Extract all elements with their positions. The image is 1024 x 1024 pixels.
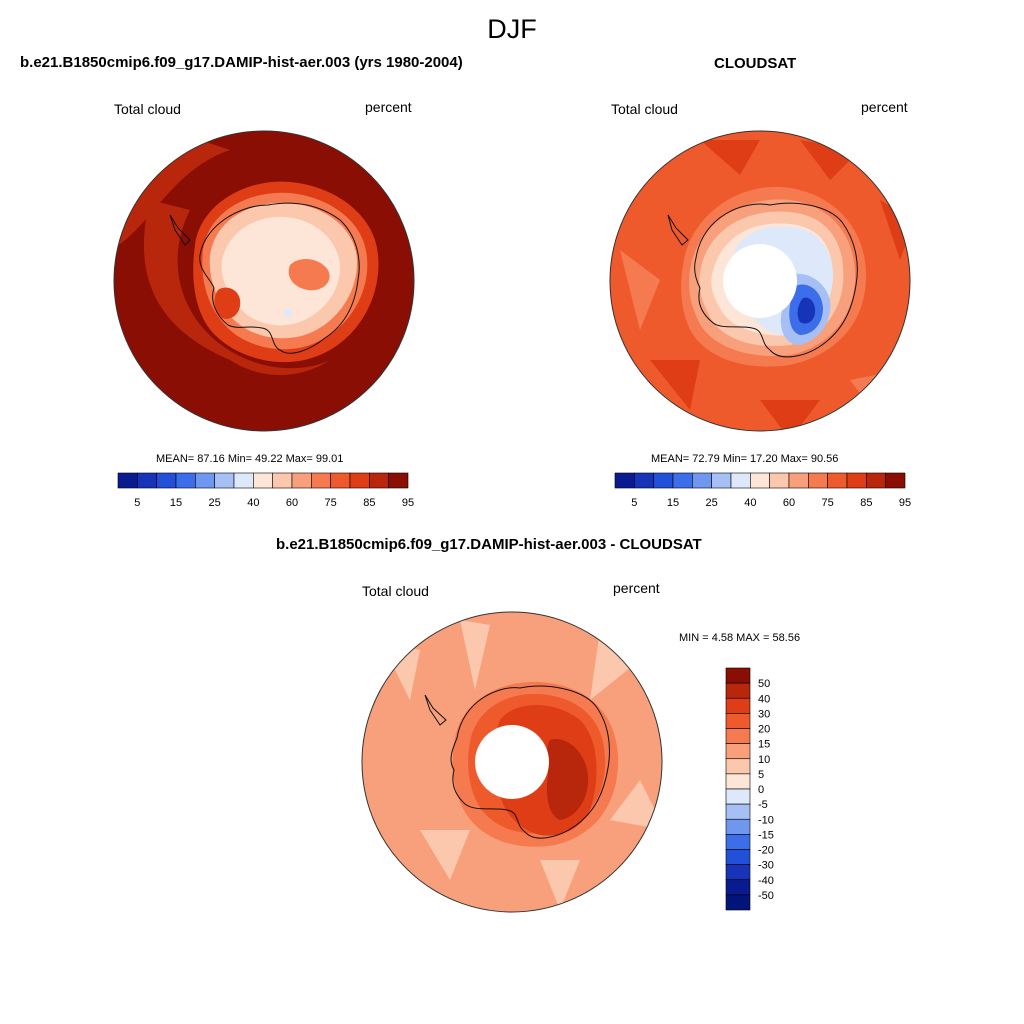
obs-colorbar-tick-label: 15 (667, 497, 679, 509)
model-colorbar-swatch (291, 472, 312, 489)
model-colorbar-tick-label: 95 (402, 497, 414, 509)
model-colorbar-swatch (117, 472, 138, 489)
diff-colorbar-swatch (725, 864, 751, 881)
model-colorbar-swatch (214, 472, 235, 489)
model-colorbar-swatch (330, 472, 351, 489)
obs-colorbar-swatch (827, 472, 848, 489)
model-polar-map (113, 130, 415, 432)
obs-colorbar-swatch (672, 472, 693, 489)
obs-panel-title: CLOUDSAT (714, 55, 797, 72)
diff-colorbar-swatch (725, 667, 751, 684)
model-colorbar-swatch (388, 472, 409, 489)
obs-colorbar-tick-label: 25 (706, 497, 718, 509)
diff-colorbar-swatch (725, 834, 751, 850)
diff-colorbar-swatch (725, 713, 751, 729)
model-colorbar-swatch (349, 472, 370, 489)
diff-colorbar-swatch (725, 728, 751, 744)
model-stats: MEAN= 87.16 Min= 49.22 Max= 99.01 (156, 453, 344, 465)
model-colorbar-tick-label: 85 (363, 497, 375, 509)
model-colorbar-swatch (233, 472, 254, 489)
diff-colorbar-tick-label: 40 (758, 693, 770, 705)
obs-colorbar-swatch (788, 472, 809, 489)
model-colorbar-tick-label: 15 (170, 497, 182, 509)
obs-colorbar-swatch (846, 472, 867, 489)
diff-colorbar-tick-label: 20 (758, 724, 770, 736)
model-units-label: percent (365, 99, 412, 115)
diff-colorbar-tick-label: -40 (758, 875, 774, 887)
obs-colorbar-swatch (808, 472, 828, 489)
diff-colorbar-swatch (725, 818, 751, 835)
diff-colorbar-tick-label: -30 (758, 860, 774, 872)
model-colorbar: 5 15 25 40 60 75 85 95 (117, 472, 414, 509)
model-variable-label: Total cloud (114, 101, 181, 117)
model-colorbar-swatch (195, 472, 215, 489)
obs-colorbar-tick-label: 5 (631, 497, 637, 509)
diff-colorbar-swatch (725, 788, 751, 805)
diff-colorbar-tick-label: 0 (758, 784, 764, 796)
obs-colorbar: 5 15 25 40 60 75 85 95 (614, 472, 911, 509)
diff-colorbar-swatch (725, 682, 751, 699)
diff-colorbar-swatch (725, 773, 751, 790)
model-colorbar-tick-label: 60 (286, 497, 298, 509)
obs-colorbar-swatch (634, 472, 654, 489)
diff-colorbar-swatch (725, 879, 751, 896)
diff-colorbar-swatch (725, 697, 751, 714)
diff-colorbar-tick-label: -5 (758, 799, 768, 811)
diff-colorbar-swatch (725, 743, 751, 760)
model-colorbar-tick-label: 5 (134, 497, 140, 509)
obs-colorbar-tick-label: 85 (860, 497, 872, 509)
obs-units-label: percent (861, 99, 908, 115)
diff-colorbar-swatch (725, 803, 751, 820)
model-colorbar-swatch (156, 472, 177, 489)
diff-colorbar-swatch (725, 849, 751, 865)
diff-colorbar-tick-label: -50 (758, 890, 774, 902)
diff-colorbar-tick-label: 10 (758, 754, 770, 766)
obs-colorbar-swatch (750, 472, 770, 489)
obs-colorbar-swatch (730, 472, 751, 489)
obs-colorbar-swatch (653, 472, 674, 489)
diff-colorbar-tick-label: -20 (758, 845, 774, 857)
diff-variable-label: Total cloud (362, 583, 429, 599)
model-colorbar-tick-label: 40 (247, 497, 259, 509)
obs-variable-label: Total cloud (611, 101, 678, 117)
model-colorbar-swatch (137, 472, 157, 489)
model-colorbar-swatch (175, 472, 196, 489)
diff-colorbar-swatch (725, 894, 751, 911)
diff-colorbar-swatch (725, 758, 751, 775)
model-colorbar-tick-label: 75 (325, 497, 337, 509)
diff-colorbar-tick-label: -15 (758, 829, 774, 841)
obs-colorbar-swatch (711, 472, 732, 489)
obs-colorbar-swatch (866, 472, 886, 489)
diff-colorbar-tick-label: 15 (758, 739, 770, 751)
obs-colorbar-tick-label: 60 (783, 497, 795, 509)
diff-polar-map (361, 611, 663, 913)
obs-colorbar-swatch (769, 472, 790, 489)
model-colorbar-tick-label: 25 (209, 497, 221, 509)
model-colorbar-swatch (253, 472, 273, 489)
diff-colorbar-tick-label: 30 (758, 708, 770, 720)
obs-colorbar-tick-label: 40 (744, 497, 756, 509)
diff-colorbar-tick-label: 5 (758, 769, 764, 781)
season-title: DJF (487, 14, 537, 44)
obs-stats: MEAN= 72.79 Min= 17.20 Max= 90.56 (651, 453, 839, 465)
diff-stats: MIN = 4.58 MAX = 58.56 (679, 632, 801, 644)
obs-colorbar-tick-label: 75 (822, 497, 834, 509)
obs-colorbar-swatch (692, 472, 712, 489)
model-colorbar-swatch (311, 472, 331, 489)
obs-colorbar-tick-label: 95 (899, 497, 911, 509)
model-colorbar-swatch (272, 472, 293, 489)
model-panel-title: b.e21.B1850cmip6.f09_g17.DAMIP-hist-aer.… (20, 54, 463, 71)
obs-polar-map (609, 130, 911, 432)
diff-colorbar-tick-label: 50 (758, 678, 770, 690)
obs-colorbar-swatch (614, 472, 635, 489)
diff-colorbar-tick-label: -10 (758, 814, 774, 826)
diff-units-label: percent (613, 580, 660, 596)
diff-panel-title: b.e21.B1850cmip6.f09_g17.DAMIP-hist-aer.… (276, 536, 702, 553)
obs-colorbar-swatch (885, 472, 906, 489)
model-colorbar-swatch (369, 472, 389, 489)
